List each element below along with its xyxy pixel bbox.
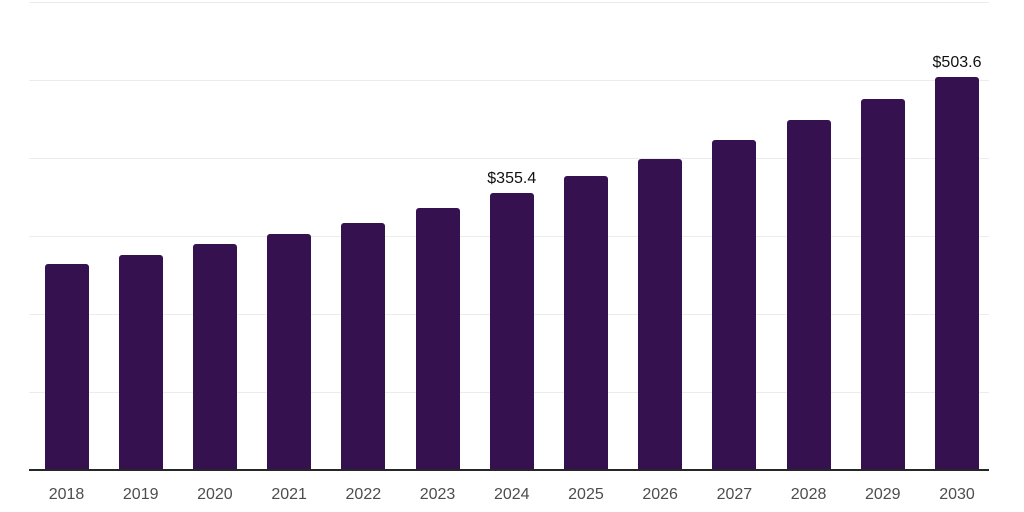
x-tick-label-2019: 2019: [122, 486, 159, 503]
bar-2023: [415, 208, 460, 470]
x-tick-label-2027: 2027: [716, 486, 753, 503]
x-tick-label-2028: 2028: [790, 486, 827, 503]
x-tick-label-2018: 2018: [48, 486, 85, 503]
x-tick-label-2024: 2024: [493, 486, 530, 503]
x-tick-label-2029: 2029: [864, 486, 901, 503]
x-tick-label-2022: 2022: [345, 486, 382, 503]
x-tick-label-2020: 2020: [197, 486, 233, 503]
x-tick-label-2021: 2021: [271, 486, 307, 503]
gridline: [29, 80, 989, 81]
bar-2028: [786, 120, 831, 470]
x-tick-label-2023: 2023: [419, 486, 456, 503]
bar-2027: [712, 139, 757, 470]
bar-value-label-2030: $503.6: [932, 54, 982, 72]
bar-2024: [489, 192, 534, 470]
bar-2022: [341, 222, 386, 470]
x-axis-line: [29, 469, 989, 471]
gridline: [29, 2, 989, 3]
gridline: [29, 158, 989, 159]
x-tick-label-2025: 2025: [568, 486, 604, 503]
x-tick-label-2026: 2026: [642, 486, 678, 503]
bar-2026: [638, 158, 683, 470]
bar-2029: [860, 99, 905, 470]
bar-value-label-2024: $355.4: [487, 169, 537, 187]
bar-2020: [192, 243, 237, 470]
bar-2019: [118, 254, 163, 470]
bar-2025: [563, 176, 608, 470]
x-tick-label-2030: 2030: [939, 486, 975, 503]
bar-2030: [935, 77, 979, 470]
bar-2018: [44, 263, 89, 470]
bar-2021: [267, 233, 312, 470]
